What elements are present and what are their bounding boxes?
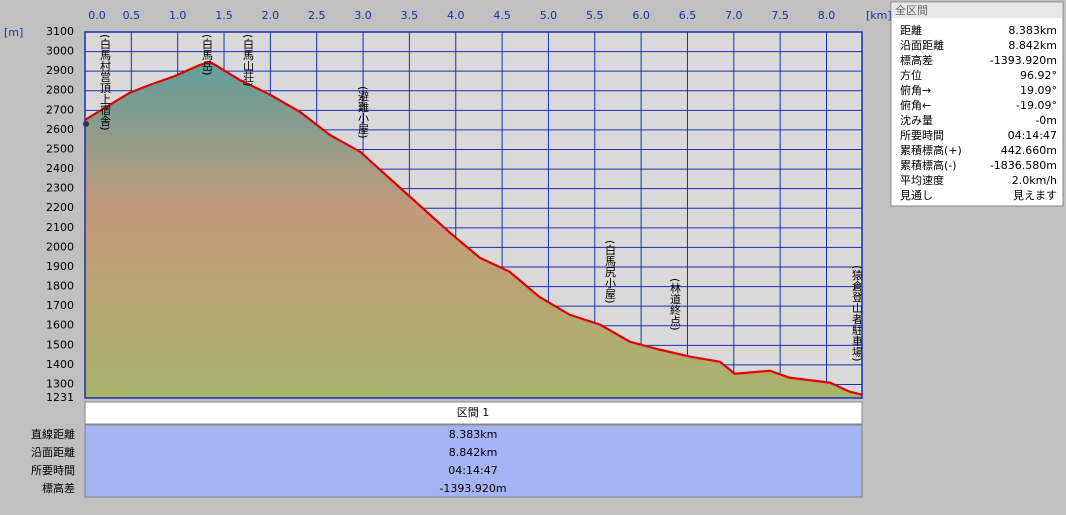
x-tick-label: 0.5 (123, 9, 141, 22)
y-tick-label: 2600 (46, 123, 74, 136)
table-body (84, 424, 863, 498)
terrain-fill (85, 61, 862, 398)
y-tick-label: 1700 (46, 299, 74, 312)
summary-label: 累積標高(+) (900, 143, 962, 157)
table-row-label: 標高差 (42, 481, 75, 495)
x-tick-label: 2.0 (262, 9, 280, 22)
start-marker (83, 120, 89, 127)
summary-label: 方位 (900, 68, 922, 82)
summary-label: 平均速度 (900, 173, 944, 187)
summary-title-bar (892, 3, 1062, 18)
summary-value: -1836.580m (990, 159, 1057, 172)
summary-label: 所要時間 (900, 129, 944, 142)
summary-label: 沈み量 (900, 113, 933, 127)
summary-value: 見えます (1013, 189, 1057, 202)
summary-label: 見通し (900, 189, 933, 202)
y-tick-label: 2800 (46, 84, 74, 97)
x-tick-label: 4.0 (447, 9, 465, 22)
x-tick-label: 2.5 (308, 9, 326, 22)
x-tick-label: 4.5 (493, 9, 511, 22)
table-header: 区間 1 (457, 406, 490, 419)
summary-title: 全区間 (895, 3, 928, 17)
table-row-label: 所要時間 (31, 464, 75, 477)
table-row-value: -1393.920m (439, 482, 506, 495)
waypoint-label: (避難小屋) (357, 86, 370, 139)
table-rows: 直線距離 8.383km 沿面距離 8.842km 所要時間 04:14:47 標高差 -13… (31, 427, 507, 495)
summary-value: 19.09° (1020, 84, 1057, 97)
y-tick-label: 2500 (46, 142, 74, 155)
table-row-label: 沿面距離 (31, 445, 75, 459)
x-tick-label: 3.0 (354, 9, 372, 22)
waypoint-label: (白馬岳) (201, 34, 214, 76)
plot-frame (84, 31, 863, 399)
y-tick-label: 1800 (46, 280, 74, 293)
y-tick-label: 1300 (46, 377, 74, 390)
summary-label: 俯角→ (900, 83, 931, 97)
waypoint-label: (白馬尻小屋) (604, 240, 617, 304)
waypoint-label: (林道終点) (669, 278, 682, 331)
waypoint-label: (白馬村営頂上宿舎) (99, 34, 112, 131)
y-tick-label: 2400 (46, 162, 74, 175)
summary-label: 標高差 (900, 53, 933, 67)
y-tick-label: 2300 (46, 182, 74, 195)
summary-value: 04:14:47 (1008, 129, 1057, 142)
x-tick-label: 1.5 (215, 9, 233, 22)
x-tick-label: 5.5 (586, 9, 604, 22)
x-tick-label: 7.0 (725, 9, 743, 22)
summary-label: 俯角← (900, 98, 931, 112)
summary-value: 8.383km (1008, 24, 1057, 37)
y-tick-label: 2200 (46, 201, 74, 214)
table-header-cell (84, 401, 863, 425)
y-tick-label: 1600 (46, 319, 74, 332)
summary-rows: 距離 8.383km 沿面距離 8.842km 標高差 -1393.920m 方位 96.92… (900, 23, 1057, 202)
summary-panel (890, 1, 1064, 207)
waypoint-label: (猿倉登山者駐車場) (851, 265, 864, 362)
waypoint-label: (白馬山荘) (242, 34, 255, 87)
table-row-value: 04:14:47 (448, 464, 497, 477)
summary-label: 沿面距離 (900, 38, 944, 52)
x-tick-label: 3.5 (401, 9, 419, 22)
summary-label: 距離 (900, 23, 922, 37)
y-tick-label: 2100 (46, 221, 74, 234)
summary-value: 96.92° (1020, 69, 1057, 82)
summary-value: -19.09° (1016, 99, 1057, 112)
y-tick-label: 2000 (46, 240, 74, 253)
elevation-line (84, 60, 863, 396)
table-row-label: 直線距離 (31, 427, 75, 441)
x-tick-label: 5.0 (540, 9, 558, 22)
y-unit: [m] (4, 26, 23, 39)
y-tick-label: 1400 (46, 358, 74, 371)
summary-value: 8.842km (1008, 39, 1057, 52)
x-tick-label: 0.0 (88, 9, 106, 22)
y-tick-label: 1900 (46, 260, 74, 273)
y-tick-label: 1231 (46, 391, 74, 404)
x-tick-label: 7.5 (771, 9, 789, 22)
summary-value: 442.660m (1001, 144, 1057, 157)
y-tick-label: 2900 (46, 64, 74, 77)
y-tick-label: 3000 (46, 45, 74, 58)
y-tick-label: 1500 (46, 338, 74, 351)
x-tick-label: 6.5 (679, 9, 697, 22)
x-tick-label: 6.0 (632, 9, 650, 22)
summary-label: 累積標高(-) (900, 158, 957, 172)
x-tick-label: 1.0 (169, 9, 187, 22)
table-row-value: 8.842km (449, 446, 498, 459)
x-unit: [km] (866, 9, 892, 22)
summary-value: 2.0km/h (1012, 174, 1057, 187)
table-row-value: 8.383km (449, 428, 498, 441)
y-tick-label: 2700 (46, 103, 74, 116)
y-tick-label: 3100 (46, 25, 74, 38)
x-tick-label: 8.0 (818, 9, 836, 22)
summary-value: -0m (1035, 114, 1057, 127)
summary-value: -1393.920m (990, 54, 1057, 67)
